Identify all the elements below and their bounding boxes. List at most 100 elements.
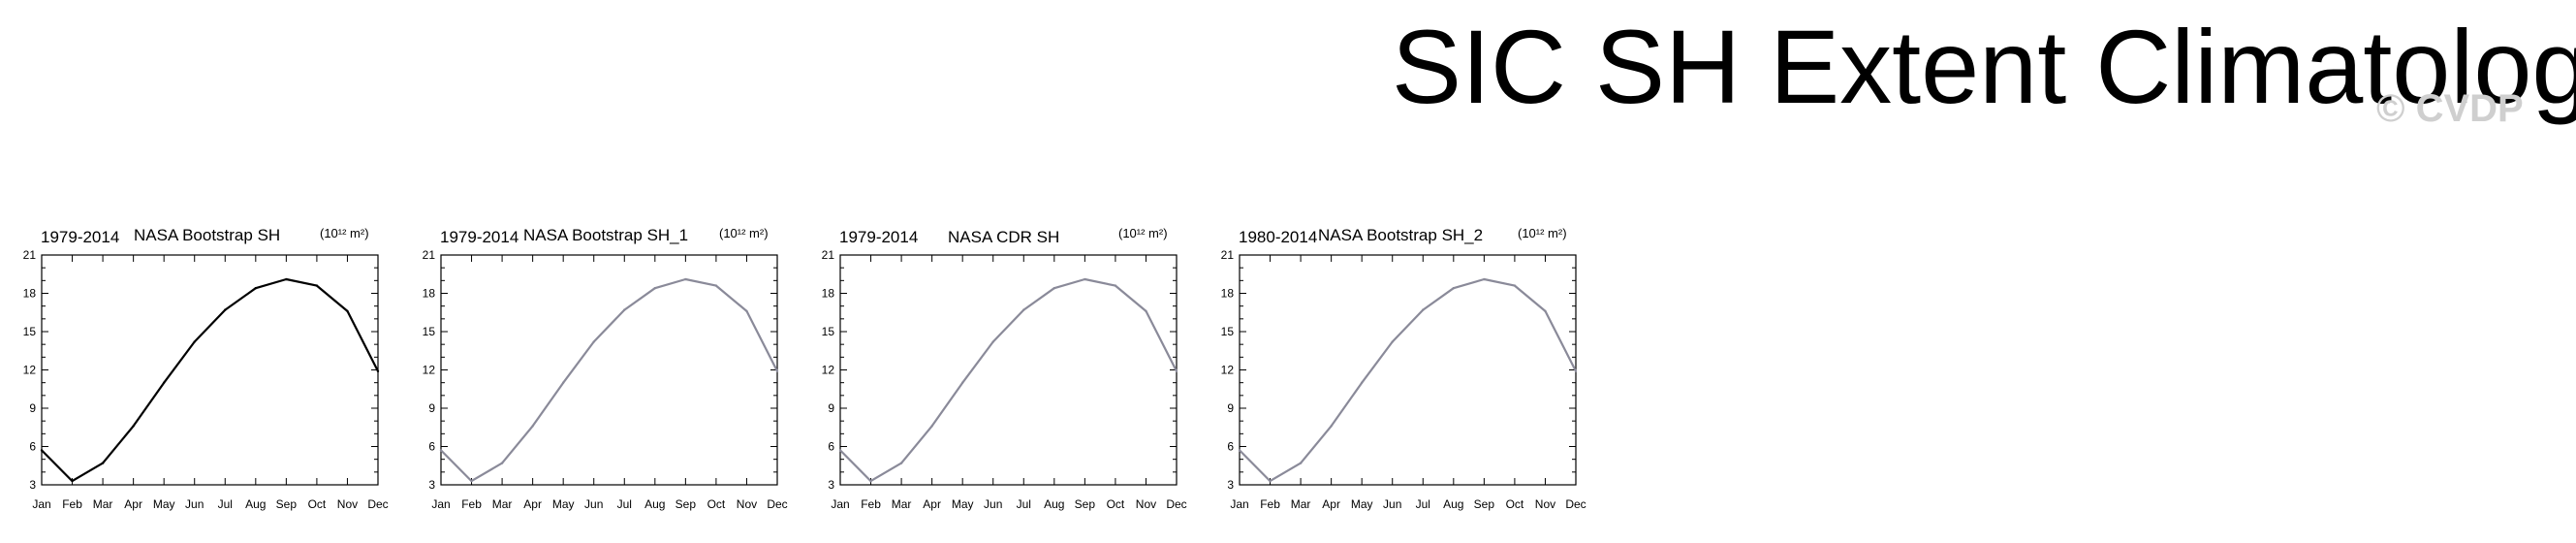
data-point (869, 479, 872, 483)
data-point (1022, 308, 1025, 311)
x-tick-label: Dec (767, 497, 787, 511)
x-tick-label: Aug (1044, 497, 1064, 511)
chart-panel-1: 1979-2014 NASA Bootstrap SH (10¹² m²) 3 6… (0, 211, 417, 543)
x-tick-label: Feb (62, 497, 82, 511)
data-point (285, 277, 288, 281)
x-tick-label: Jul (1017, 497, 1031, 511)
panel-period: 1980-2014 (1239, 228, 1318, 246)
panel-dataset-name: NASA Bootstrap SH (134, 226, 281, 244)
data-point (592, 340, 595, 343)
data-point (71, 479, 74, 483)
data-point (40, 449, 44, 452)
panel-dataset-name: NASA Bootstrap SH_1 (523, 226, 689, 244)
chart-plot-2: 3 6 9 12 15 18 21 Jan Feb Mar Apr May Jun Jul Aug Sep Oc… (423, 248, 788, 511)
data-point (623, 308, 626, 311)
y-tick-label: 21 (23, 248, 37, 262)
x-tick-label: Aug (644, 497, 665, 511)
panel-units: (10¹² m²) (320, 226, 369, 240)
y-tick-label: 21 (1221, 248, 1235, 262)
data-point (1422, 308, 1425, 311)
x-tick-label: Aug (1443, 497, 1463, 511)
series-line (839, 277, 1178, 483)
y-tick-label: 12 (1221, 364, 1235, 377)
x-tick-label: May (552, 497, 575, 511)
data-point (991, 340, 994, 343)
y-tick-label: 6 (1227, 440, 1234, 454)
x-tick-label: Jul (218, 497, 233, 511)
page-title: SIC SH Extent Climatology (1392, 8, 2576, 125)
chart-plot-4: 3 6 9 12 15 18 21 Jan Feb Mar Apr May Jun Jul Aug Sep Oc… (1221, 248, 1586, 511)
y-tick-label: 18 (1221, 287, 1235, 301)
y-tick-label: 12 (822, 364, 835, 377)
x-tick-label: Jan (1230, 497, 1248, 511)
x-tick-label: Mar (892, 497, 912, 511)
y-tick-label: 3 (1227, 478, 1234, 492)
x-tick-label: Nov (337, 497, 358, 511)
x-tick-label: Feb (461, 497, 482, 511)
y-tick-label: 6 (428, 440, 435, 454)
chart-plot-1: 3 6 9 12 15 18 21 Jan Feb Mar Apr May Jun Jul Aug Sep Oc… (23, 248, 389, 511)
x-tick-label: Jan (32, 497, 50, 511)
x-tick-label: Oct (707, 497, 726, 511)
data-point (1391, 340, 1394, 343)
x-tick-label: Sep (276, 497, 298, 511)
y-tick-label: 3 (828, 478, 834, 492)
x-tick-label: Nov (737, 497, 757, 511)
chart-plot-3: 3 6 9 12 15 18 21 Jan Feb Mar Apr May Jun Jul Aug Sep Oc… (822, 248, 1187, 511)
x-tick-label: Jan (831, 497, 849, 511)
data-point (1360, 381, 1364, 384)
x-tick-label: Sep (1474, 497, 1495, 511)
data-point (1114, 284, 1117, 287)
data-point (684, 277, 687, 281)
chart-panel-2: 1979-2014 NASA Bootstrap SH_1 (10¹² m²) … (399, 211, 816, 543)
data-point (838, 449, 842, 452)
data-point (1175, 369, 1178, 373)
data-point (1238, 449, 1241, 452)
y-tick-label: 18 (23, 287, 37, 301)
y-tick-label: 21 (822, 248, 835, 262)
panel-dataset-name: NASA Bootstrap SH_2 (1318, 226, 1484, 244)
x-tick-label: May (952, 497, 974, 511)
chart-panel-3: 1979-2014 NASA CDR SH (10¹² m²) 3 6 9 12 15 1… (799, 211, 1215, 543)
panel-units: (10¹² m²) (1518, 226, 1567, 240)
panel-period: 1979-2014 (839, 228, 919, 246)
x-tick-label: Feb (1260, 497, 1280, 511)
data-point (1145, 309, 1147, 313)
y-tick-label: 12 (423, 364, 436, 377)
y-tick-label: 15 (23, 325, 37, 338)
x-tick-label: Apr (1322, 497, 1340, 511)
x-tick-label: Jun (185, 497, 204, 511)
chart-panel-4: 1980-2014 NASA Bootstrap SH_2 (10¹² m²) … (1198, 211, 1615, 543)
x-tick-label: Oct (308, 497, 327, 511)
x-tick-label: Oct (1107, 497, 1125, 511)
data-point (1084, 277, 1086, 281)
x-tick-label: Nov (1136, 497, 1156, 511)
data-point (101, 462, 105, 464)
x-tick-label: Mar (1291, 497, 1311, 511)
data-point (132, 425, 135, 428)
x-tick-label: Sep (675, 497, 697, 511)
data-point (254, 287, 258, 290)
x-tick-label: Mar (93, 497, 113, 511)
data-point (1483, 277, 1486, 281)
y-tick-label: 15 (423, 325, 436, 338)
x-tick-label: Jan (431, 497, 450, 511)
panel-units: (10¹² m²) (1118, 226, 1168, 240)
data-point (439, 449, 443, 452)
y-tick-label: 15 (1221, 325, 1235, 338)
x-tick-label: May (153, 497, 175, 511)
x-tick-label: Oct (1506, 497, 1524, 511)
data-point (1544, 309, 1547, 313)
x-tick-label: Jul (617, 497, 632, 511)
y-tick-label: 9 (1227, 401, 1234, 415)
data-point (1452, 287, 1456, 290)
y-tick-label: 18 (822, 287, 835, 301)
y-tick-label: 15 (822, 325, 835, 338)
plot-frame (1239, 254, 1577, 486)
y-tick-label: 3 (29, 478, 36, 492)
x-tick-label: Dec (1166, 497, 1186, 511)
x-tick-label: Apr (124, 497, 142, 511)
data-point (531, 425, 534, 428)
y-tick-label: 9 (29, 401, 36, 415)
panel-period: 1979-2014 (41, 228, 120, 246)
